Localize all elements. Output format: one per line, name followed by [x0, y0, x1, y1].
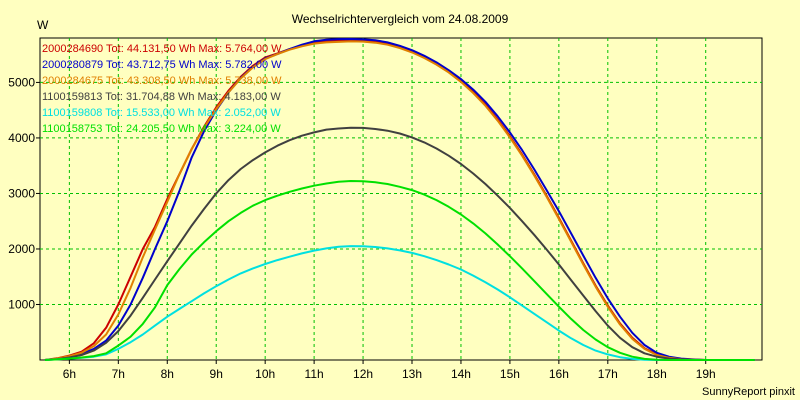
footer-credit: SunnyReport pinxit — [702, 386, 795, 398]
axis-ticks: 6h 7h 8h 9h 10h 11h 12h 13h 14h 15h 16h 17h 18h 19h 10… — [8, 75, 715, 381]
series-line-1100158753 — [44, 180, 755, 361]
y-tick-label: 2000 — [8, 242, 35, 256]
x-tick-label: 13h — [402, 367, 422, 381]
legend-entry-1100159813: 1100159813 Tot: 31.704,88 Wh Max: 4.183,… — [42, 91, 281, 103]
x-tick-label: 8h — [161, 367, 174, 381]
series-line-1100159808 — [44, 245, 755, 361]
x-tick-label: 6h — [63, 367, 76, 381]
x-tick-label: 12h — [353, 367, 373, 381]
x-tick-label: 17h — [598, 367, 618, 381]
y-tick-label: 3000 — [8, 186, 35, 200]
y-tick-label: 1000 — [8, 297, 35, 311]
chart-title: Wechselrichtervergleich vom 24.08.2009 — [292, 12, 509, 26]
x-tick-label: 9h — [210, 367, 223, 381]
legend-entry-2000280879: 2000280879 Tot: 43.712,75 Wh Max: 5.782,… — [42, 59, 282, 71]
series-line-2000284675 — [44, 40, 755, 361]
series-line-2000280879 — [44, 38, 755, 361]
legend-entry-2000284675: 2000284675 Tot: 43.308,50 Wh Max: 5.738,… — [42, 75, 282, 87]
x-tick-label: 15h — [500, 367, 520, 381]
x-tick-label: 16h — [549, 367, 569, 381]
grid-lines — [40, 38, 762, 360]
legend-entry-1100159808: 1100159808 Tot: 15.533,00 Wh Max: 2.052,… — [42, 107, 281, 119]
x-tick-label: 19h — [696, 367, 716, 381]
y-tick-label: 5000 — [8, 75, 35, 89]
x-tick-label: 18h — [647, 367, 667, 381]
x-tick-label: 11h — [305, 367, 324, 381]
legend-entry-2000284690: 2000284690 Tot: 44.131,50 Wh Max: 5.764,… — [42, 43, 282, 55]
x-tick-label: 7h — [112, 367, 125, 381]
legend-entry-1100158753: 1100158753 Tot: 24.205,50 Wh Max: 3.224,… — [42, 123, 281, 135]
y-axis-label: W — [37, 18, 49, 32]
plot-area — [39, 37, 763, 361]
legend: 2000284690 Tot: 44.131,50 Wh Max: 5.764,… — [42, 43, 282, 135]
x-tick-label: 14h — [451, 367, 471, 381]
series-lines — [44, 38, 755, 361]
x-tick-label: 10h — [255, 367, 275, 381]
y-tick-label: 4000 — [8, 131, 35, 145]
series-line-1100159813 — [44, 126, 755, 361]
